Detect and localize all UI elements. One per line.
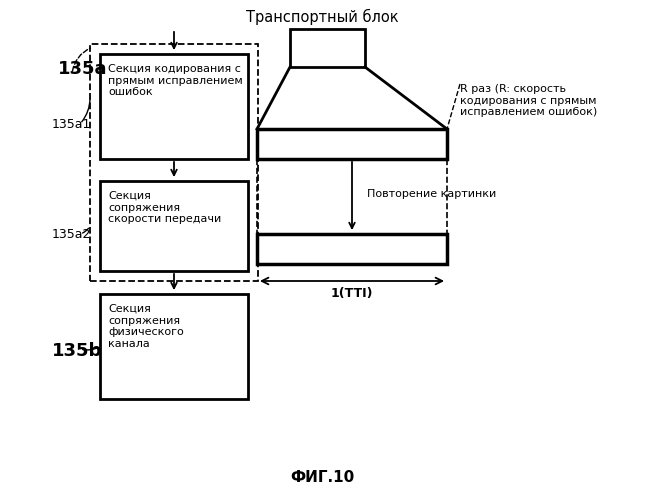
Text: Секция
сопряжения
физического
канала: Секция сопряжения физического канала (108, 304, 184, 349)
Text: 135a: 135a (58, 60, 108, 78)
Text: 1(TTI): 1(TTI) (331, 287, 373, 300)
Text: Секция
сопряжения
скорости передачи: Секция сопряжения скорости передачи (108, 191, 221, 224)
Bar (100, 181, 248, 271)
Bar (257, 129, 447, 159)
Text: 135a1: 135a1 (52, 117, 92, 131)
Bar (257, 234, 447, 264)
Text: Повторение картинки: Повторение картинки (367, 189, 496, 199)
Bar (290, 29, 365, 67)
Text: ФИГ.10: ФИГ.10 (290, 470, 354, 485)
Text: 135b: 135b (52, 342, 103, 360)
Text: R раз (R: скорость
кодирования с прямым
исправлением ошибок): R раз (R: скорость кодирования с прямым … (460, 84, 597, 117)
Text: 135a2: 135a2 (52, 228, 92, 241)
Text: Секция кодирования с
прямым исправлением
ошибок: Секция кодирования с прямым исправлением… (108, 64, 243, 97)
Text: Транспортный блок: Транспортный блок (246, 9, 399, 25)
Bar (90, 44, 258, 281)
Bar (100, 54, 248, 159)
Bar (100, 294, 248, 399)
